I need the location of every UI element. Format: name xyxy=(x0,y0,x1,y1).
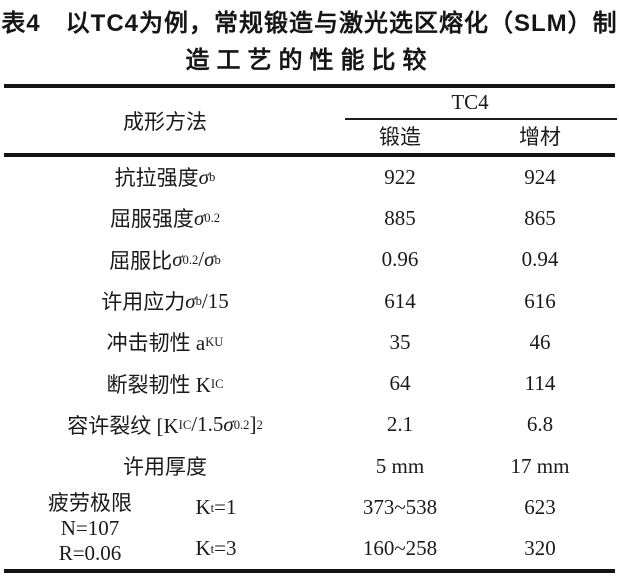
value-additive: 924 xyxy=(524,164,556,189)
value-additive: 320 xyxy=(524,536,556,561)
table-row: 断裂韧性 K IC 64 114 xyxy=(0,363,619,404)
table-caption: 表4 以TC4为例，常规锻造与激光选区熔化（SLM）制 造工艺的性能比较 xyxy=(0,0,619,79)
header-group: TC4 锻造 增材 xyxy=(330,88,619,153)
header-subcolumns: 锻造 增材 xyxy=(330,119,619,153)
table-header-rule xyxy=(4,153,615,157)
table-row: 屈服强度 σ 0.2 885 865 xyxy=(0,198,619,239)
header-group-underline xyxy=(345,118,617,120)
value-forge: 64 xyxy=(389,371,411,396)
table-bottom-rule xyxy=(4,569,615,574)
table-row: 许用厚度 5 mm 17 mm xyxy=(0,446,619,487)
row-label: 容许裂纹 [K IC/1.5 σ 0.2] 2 xyxy=(67,412,263,438)
value-forge: 35 xyxy=(389,329,411,354)
value-forge: 0.96 xyxy=(381,247,419,272)
header-group-label: TC4 xyxy=(451,90,489,114)
value-forge: 373~538 xyxy=(362,495,438,520)
table-row: 许用应力 σ b/15 614 616 xyxy=(0,280,619,321)
row-label: 冲击韧性 a KU xyxy=(106,331,224,356)
value-forge: 922 xyxy=(384,164,416,189)
fatigue-label: 疲劳极限 N=107 R=0.06 xyxy=(0,487,170,570)
table-row: 冲击韧性 a KU 35 46 xyxy=(0,322,619,363)
fatigue-label-line: R=0.06 xyxy=(58,540,122,565)
table-row: 容许裂纹 [K IC/1.5 σ 0.2] 2 2.1 6.8 xyxy=(0,404,619,445)
value-forge: 5 mm xyxy=(375,453,425,478)
table-caption-line2: 造工艺的性能比较 xyxy=(185,47,434,74)
value-forge: 160~258 xyxy=(362,536,438,561)
row-label: 屈服比 σ 0.2/σ b xyxy=(109,247,221,273)
value-additive: 6.8 xyxy=(526,412,554,437)
row-label: 断裂韧性 K IC xyxy=(106,372,224,397)
header-col-additive: 增材 xyxy=(519,125,561,149)
value-additive: 865 xyxy=(524,205,556,230)
value-forge: 2.1 xyxy=(386,412,414,437)
row-label: 屈服强度 σ 0.2 xyxy=(109,205,221,232)
table-row: 抗拉强度 σ b 922 924 xyxy=(0,157,619,198)
header-col-forge: 锻造 xyxy=(379,125,421,149)
fatigue-label-line: 疲劳极限 xyxy=(48,490,132,515)
value-additive: 114 xyxy=(524,371,556,396)
row-label: 许用厚度 xyxy=(123,455,207,480)
spacer xyxy=(262,528,330,569)
value-additive: 0.94 xyxy=(521,247,559,272)
table-body: 抗拉强度 σ b 922 924 屈服强度 σ 0.2 885 865 屈服比 σ 0.2/σ b 0… xyxy=(0,157,619,570)
value-forge: 885 xyxy=(384,205,416,230)
spacer xyxy=(262,487,330,528)
value-additive: 17 mm xyxy=(510,453,570,478)
fatigue-label-line: N=107 xyxy=(60,515,120,540)
value-additive: 616 xyxy=(524,288,556,313)
value-additive: 46 xyxy=(529,329,551,354)
table-row: 屈服比 σ 0.2/σ b 0.96 0.94 xyxy=(0,239,619,280)
row-label: 许用应力 σ b/15 xyxy=(101,288,229,315)
header-forming-method: 成形方法 xyxy=(123,109,207,134)
value-additive: 623 xyxy=(524,495,556,520)
table-header: 成形方法 TC4 锻造 增材 xyxy=(0,88,619,153)
table-top-rule xyxy=(4,84,615,88)
value-forge: 614 xyxy=(384,288,416,313)
table-caption-line1: 表4 以TC4为例，常规锻造与激光选区熔化（SLM）制 xyxy=(1,10,618,37)
